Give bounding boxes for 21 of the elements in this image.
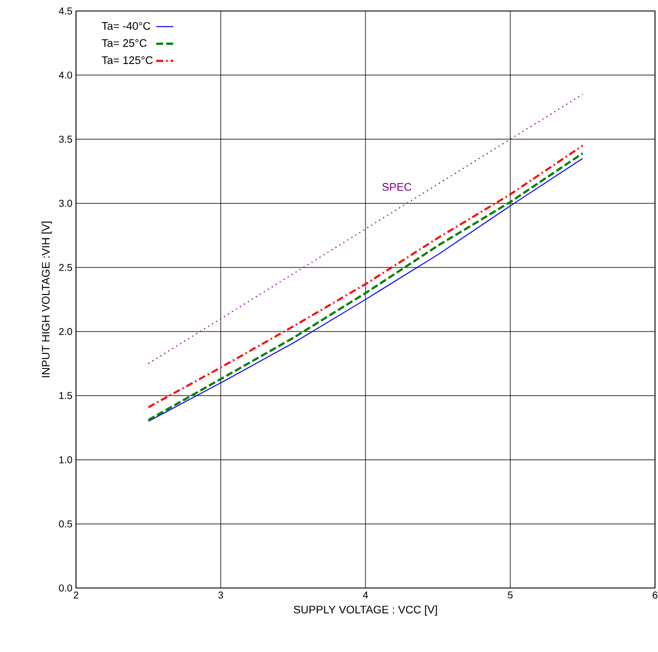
y-tick-label: 4.5 — [58, 8, 72, 14]
x-tick-label: 3 — [218, 592, 224, 599]
series-label: SPEC — [382, 183, 412, 191]
y-tick-label: 1.5 — [59, 392, 72, 400]
x-tick-label: 4 — [362, 592, 368, 598]
x-tick-label: 6 — [652, 592, 658, 599]
legend-label: Ta= 25°C — [102, 39, 147, 47]
legend-label: Ta= 125°C — [102, 56, 153, 64]
x-axis-title: SUPPLY VOLTAGE : VCC [V] — [294, 605, 437, 616]
y-tick-label: 4.0 — [58, 72, 72, 79]
x-tick-label: 2 — [74, 592, 78, 598]
y-tick-label: 3.0 — [59, 200, 72, 207]
y-tick-label: 2.0 — [59, 328, 72, 336]
y-tick-label: 0.0 — [59, 584, 72, 592]
y-axis-title: INPUT HIGH VOLTAGE :VIH [V] — [42, 222, 52, 378]
y-tick-label: 2.5 — [59, 264, 72, 271]
x-tick-label: 5 — [508, 592, 513, 598]
y-tick-label: 0.5 — [59, 520, 72, 528]
legend-label: Ta= -40°C — [102, 22, 150, 30]
y-tick-label: 3.5 — [59, 136, 72, 143]
y-tick-label: 1.0 — [59, 456, 72, 464]
